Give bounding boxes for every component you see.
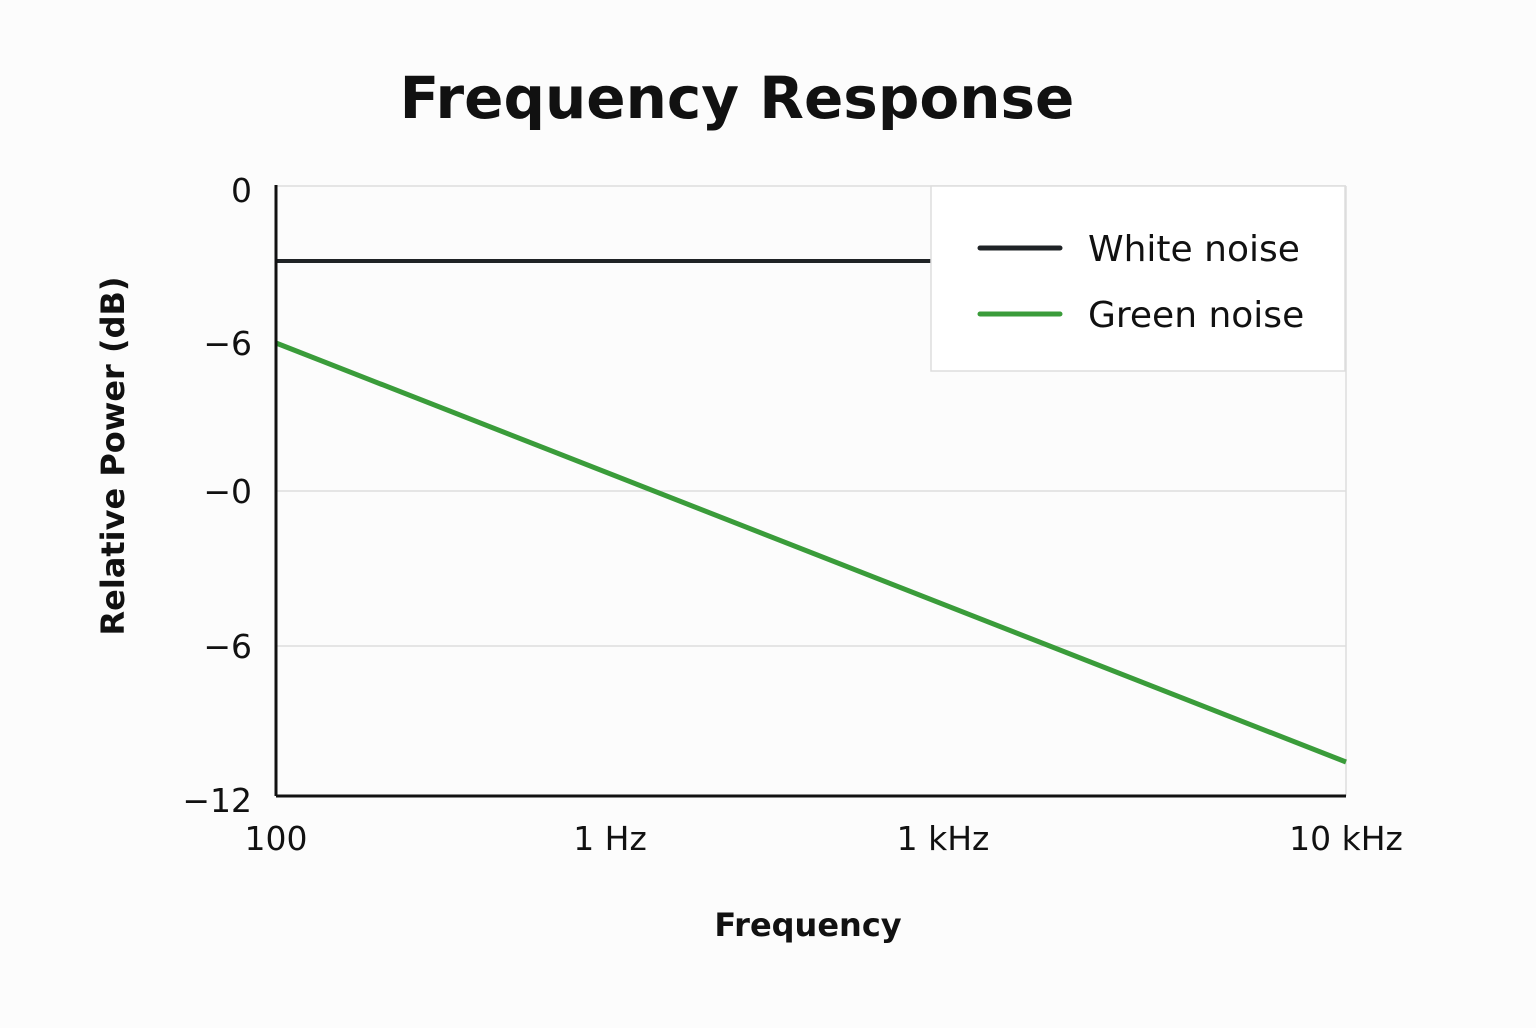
y-axis-label: Relative Power (dB) <box>94 276 132 635</box>
y-tick-label: 0 <box>231 171 252 210</box>
legend-items: White noise Green noise <box>977 229 1304 336</box>
y-tick-label: −12 <box>182 781 252 820</box>
y-tick-label: −0 <box>203 472 252 511</box>
x-axis-label: Frequency <box>714 906 901 944</box>
series-line-green-noise <box>275 340 1347 765</box>
x-tick-label: 1 Hz <box>573 819 647 858</box>
x-tick-labels: 100 1 Hz 1 kHz 10 kHz <box>245 819 1403 858</box>
x-tick-label: 1 kHz <box>897 819 990 858</box>
legend: White noise Green noise <box>930 185 1346 372</box>
x-tick-label: 10 kHz <box>1289 819 1403 858</box>
legend-label-green-noise: Green noise <box>1088 295 1304 336</box>
legend-box <box>930 185 1346 372</box>
series-lines <box>275 259 1347 765</box>
y-tick-label: −6 <box>203 627 252 666</box>
x-tick-label: 100 <box>245 819 308 858</box>
chart-title: Frequency Response <box>400 64 1075 132</box>
y-tick-label: −6 <box>203 324 252 363</box>
legend-label-white-noise: White noise <box>1088 229 1300 270</box>
gridlines <box>276 185 1347 796</box>
y-tick-labels: 0 −6 −0 −6 −12 <box>182 171 252 820</box>
